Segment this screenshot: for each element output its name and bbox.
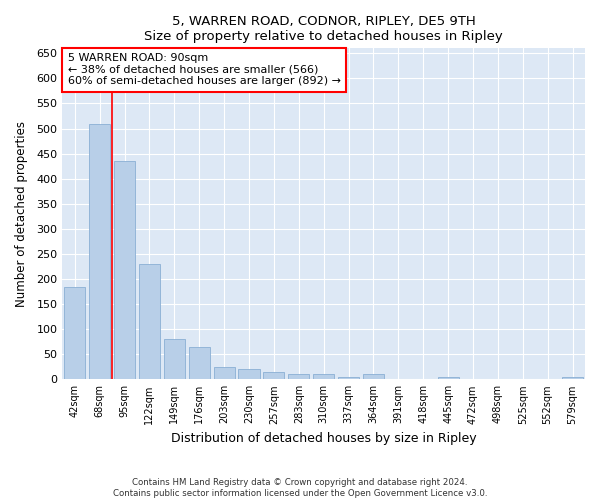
- Bar: [363, 374, 384, 380]
- Y-axis label: Number of detached properties: Number of detached properties: [15, 121, 28, 307]
- Bar: [164, 339, 185, 380]
- Bar: [313, 374, 334, 380]
- Bar: [139, 264, 160, 380]
- Bar: [288, 374, 310, 380]
- Bar: [214, 367, 235, 380]
- Bar: [114, 161, 135, 380]
- Bar: [64, 286, 85, 380]
- Text: Contains HM Land Registry data © Crown copyright and database right 2024.
Contai: Contains HM Land Registry data © Crown c…: [113, 478, 487, 498]
- Bar: [263, 372, 284, 380]
- Text: 5 WARREN ROAD: 90sqm
← 38% of detached houses are smaller (566)
60% of semi-deta: 5 WARREN ROAD: 90sqm ← 38% of detached h…: [68, 54, 341, 86]
- Title: 5, WARREN ROAD, CODNOR, RIPLEY, DE5 9TH
Size of property relative to detached ho: 5, WARREN ROAD, CODNOR, RIPLEY, DE5 9TH …: [144, 15, 503, 43]
- Bar: [437, 377, 458, 380]
- Bar: [562, 377, 583, 380]
- Bar: [188, 346, 210, 380]
- Bar: [338, 377, 359, 380]
- Bar: [238, 370, 260, 380]
- X-axis label: Distribution of detached houses by size in Ripley: Distribution of detached houses by size …: [171, 432, 476, 445]
- Bar: [89, 124, 110, 380]
